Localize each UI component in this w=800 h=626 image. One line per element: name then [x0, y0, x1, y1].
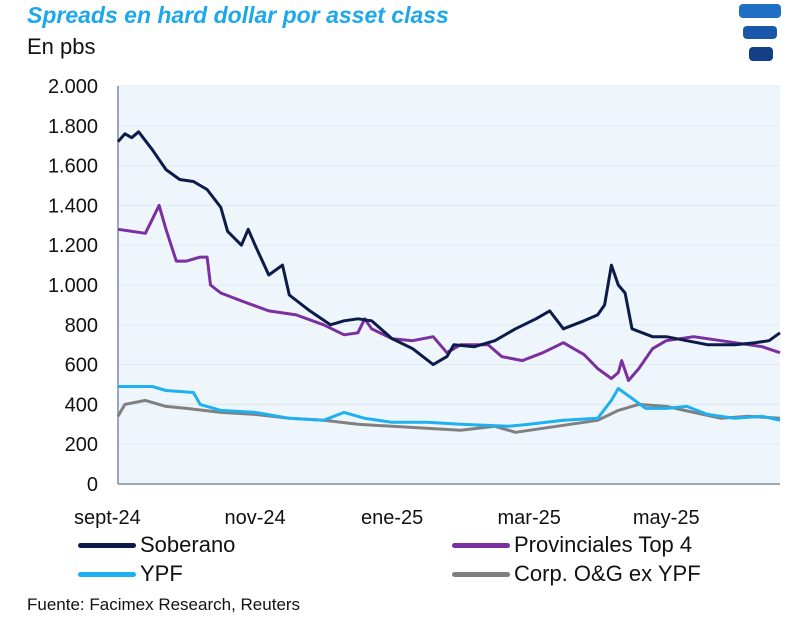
y-tick-label: 1.400 — [48, 195, 98, 217]
legend-item-soberano: Soberano — [78, 532, 235, 558]
legend-swatch — [452, 542, 510, 548]
legend-label: Soberano — [140, 532, 236, 557]
legend-swatch — [452, 571, 510, 577]
series-line-soberano — [116, 130, 781, 367]
y-tick-label: 1.800 — [48, 116, 98, 138]
y-axis-label: En pbs — [27, 34, 96, 59]
y-tick-label: 0 — [87, 474, 98, 496]
source-note: Fuente: Facimex Research, Reuters — [27, 595, 301, 614]
y-tick-label: 400 — [65, 394, 98, 416]
y-tick-label: 200 — [65, 434, 98, 456]
series-line-provinciales-top-4 — [117, 203, 781, 382]
legend-item-provinciales: Provinciales Top 4 — [452, 532, 692, 558]
legend-swatch — [78, 542, 136, 548]
legend-item-corp-og: Corp. O&G ex YPF — [452, 561, 701, 587]
y-tick-label: 2.000 — [48, 76, 98, 98]
x-tick-label: sept-24 — [74, 507, 141, 529]
legend-item-ypf: YPF — [78, 561, 183, 587]
facimex-logo-icon — [739, 4, 781, 61]
series-line-ypf — [118, 385, 781, 428]
y-tick-label: 600 — [65, 355, 98, 377]
series-line-corp-o-g-ex-ypf — [116, 398, 781, 434]
y-tick-label: 1.200 — [48, 235, 98, 257]
y-tick-label: 1.600 — [48, 156, 98, 178]
x-tick-label: mar-25 — [498, 507, 561, 529]
y-tick-label: 1.000 — [48, 275, 98, 297]
x-tick-label: nov-24 — [224, 507, 285, 529]
legend-label: Corp. O&G ex YPF — [514, 561, 701, 586]
x-tick-label: ene-25 — [361, 507, 423, 529]
legend-label: Provinciales Top 4 — [514, 532, 693, 557]
y-tick-label: 800 — [65, 315, 98, 337]
x-tick-label: may-25 — [633, 507, 700, 529]
legend-label: YPF — [140, 561, 183, 586]
legend-swatch — [78, 571, 136, 577]
chart-title: Spreads en hard dollar por asset class — [27, 2, 449, 28]
